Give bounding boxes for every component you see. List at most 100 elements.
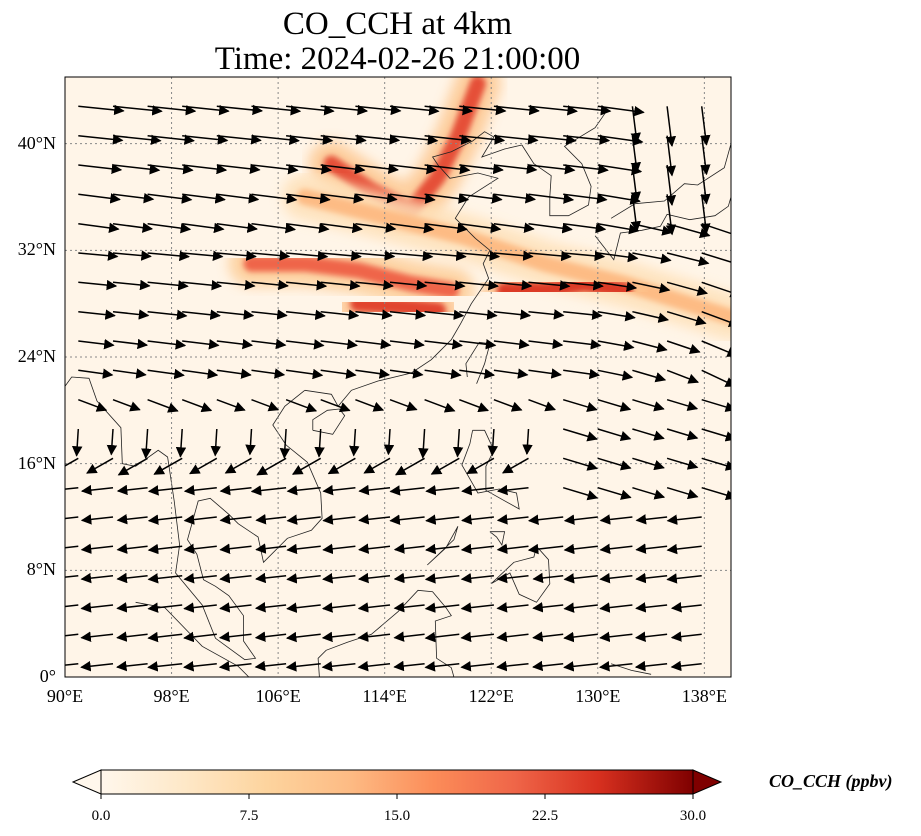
wind-arrow bbox=[355, 279, 394, 291]
wind-arrow bbox=[147, 222, 192, 234]
wind-arrow bbox=[78, 193, 121, 204]
wind-arrow bbox=[670, 660, 702, 672]
wind-arrow bbox=[496, 572, 529, 584]
wind-arrow bbox=[599, 631, 633, 643]
wind-arrow bbox=[216, 104, 264, 116]
wind-arrow bbox=[666, 486, 699, 500]
wind-arrow bbox=[701, 428, 731, 442]
wind-arrow bbox=[666, 252, 710, 267]
wind-arrow bbox=[666, 369, 699, 384]
wind-arrow bbox=[78, 222, 120, 234]
wind-arrow bbox=[65, 457, 79, 467]
wind-arrow bbox=[147, 280, 189, 291]
wind-arrow bbox=[424, 573, 460, 584]
wind-arrow bbox=[563, 573, 598, 584]
wind-arrow bbox=[80, 572, 114, 584]
wind-arrow bbox=[147, 514, 183, 525]
wind-arrow bbox=[112, 222, 154, 233]
wind-arrow bbox=[219, 543, 252, 554]
lon-tick-label: 90°E bbox=[46, 686, 84, 706]
wind-arrow bbox=[665, 106, 677, 147]
wind-arrow bbox=[251, 338, 287, 350]
wind-arrow bbox=[147, 163, 194, 175]
wind-arrow bbox=[666, 573, 702, 584]
wind-arrow bbox=[219, 602, 252, 613]
wind-arrow bbox=[459, 368, 496, 380]
wind-arrow bbox=[424, 193, 470, 204]
wind-arrow bbox=[563, 543, 598, 555]
lon-tick-label: 98°E bbox=[153, 686, 190, 706]
wind-arrow bbox=[501, 457, 529, 474]
wind-arrow bbox=[147, 398, 179, 413]
wind-arrow bbox=[493, 250, 534, 261]
wind-arrow bbox=[147, 485, 183, 496]
wind-arrow bbox=[80, 631, 114, 642]
wind-arrow bbox=[357, 631, 391, 642]
wind-arrow bbox=[597, 428, 632, 442]
wind-arrow bbox=[80, 660, 114, 672]
wind-arrow bbox=[634, 631, 668, 642]
wind-arrow bbox=[355, 104, 402, 116]
wind-arrow bbox=[635, 572, 668, 584]
lon-tick-label: 106°E bbox=[255, 686, 301, 706]
wind-arrow bbox=[320, 250, 362, 261]
wind-arrow bbox=[666, 543, 702, 555]
wind-arrow bbox=[493, 222, 535, 233]
wind-arrow bbox=[219, 484, 252, 496]
wind-arrow bbox=[389, 309, 427, 320]
wind-arrow bbox=[322, 484, 356, 496]
wind-arrow bbox=[219, 572, 252, 584]
wind-arrow bbox=[527, 543, 564, 555]
wind-arrow bbox=[452, 428, 464, 458]
wind-arrow bbox=[80, 602, 114, 613]
lat-tick-label: 24°N bbox=[17, 346, 56, 366]
wind-arrow bbox=[286, 309, 326, 321]
wind-arrow bbox=[670, 631, 702, 642]
wind-arrow bbox=[493, 279, 533, 291]
wind-arrow bbox=[250, 485, 287, 496]
wind-arrow bbox=[424, 631, 460, 643]
wind-arrow bbox=[251, 398, 280, 412]
wind-vectors bbox=[65, 104, 731, 672]
colorbar-tick-label: 22.5 bbox=[531, 808, 559, 824]
wind-arrow bbox=[635, 543, 668, 554]
wind-arrow bbox=[65, 486, 79, 490]
wind-arrow bbox=[320, 309, 360, 320]
map-plot bbox=[64, 76, 732, 678]
wind-arrow bbox=[112, 250, 152, 261]
wind-arrow bbox=[112, 279, 151, 291]
wind-arrow bbox=[460, 631, 494, 643]
wind-arrow bbox=[65, 516, 79, 520]
wind-arrow bbox=[563, 514, 598, 525]
wind-arrow bbox=[320, 163, 366, 175]
wind-arrow bbox=[251, 222, 297, 234]
wind-arrow bbox=[459, 134, 506, 145]
wind-arrow bbox=[182, 163, 228, 175]
wind-arrow bbox=[80, 514, 114, 525]
wind-arrow bbox=[493, 368, 529, 379]
wind-arrow bbox=[251, 193, 298, 204]
wind-arrow bbox=[597, 105, 645, 117]
wind-arrow bbox=[106, 428, 118, 456]
wind-arrow bbox=[320, 222, 363, 234]
wind-arrow bbox=[562, 486, 599, 501]
wind-arrow bbox=[321, 602, 356, 613]
colorbar bbox=[71, 769, 723, 799]
wind-arrow bbox=[327, 457, 356, 475]
wind-arrow bbox=[563, 339, 602, 350]
wind-arrow bbox=[355, 368, 391, 379]
wind-arrow bbox=[216, 398, 246, 412]
wind-arrow bbox=[632, 310, 670, 323]
wind-arrow bbox=[80, 543, 114, 554]
wind-arrow bbox=[286, 543, 321, 555]
wind-arrow bbox=[597, 457, 632, 471]
wind-arrow bbox=[632, 281, 671, 294]
wind-arrow bbox=[320, 279, 361, 291]
wind-arrow bbox=[216, 222, 258, 233]
wind-arrow bbox=[393, 660, 425, 672]
wind-arrow bbox=[424, 250, 467, 262]
wind-arrow bbox=[147, 661, 183, 672]
wind-arrow bbox=[522, 428, 533, 456]
wind-arrow bbox=[424, 339, 463, 350]
coastline-4 bbox=[465, 341, 491, 384]
